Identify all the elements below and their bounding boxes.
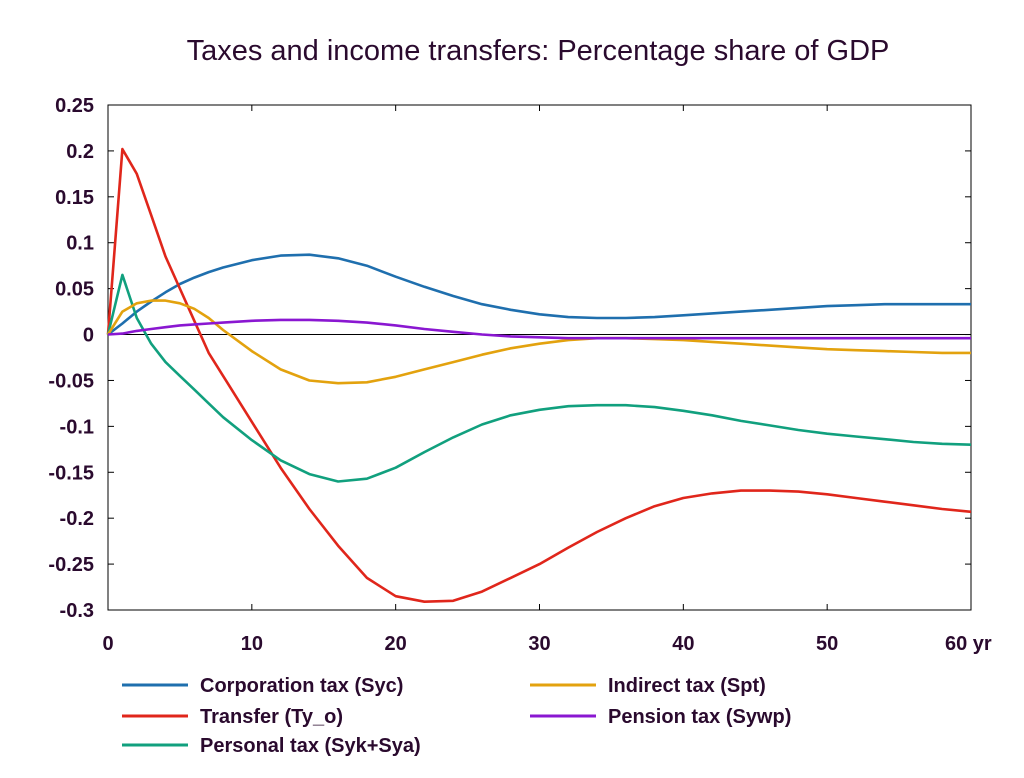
plot-frame	[107, 104, 972, 611]
x-tick-label: 20	[385, 633, 407, 655]
y-tick-label: -0.15	[48, 462, 94, 484]
plot-area: 0.25 0.2 0.15 0.1 0.05 0 -0.05 -0.1 -0.15 -0.2 -0.…	[48, 95, 992, 655]
series-line-1	[106, 147, 972, 604]
legend-label-2: Personal tax (Syk+Sya)	[200, 735, 421, 757]
series-line-2	[106, 273, 972, 483]
y-tick-label: 0.1	[66, 233, 94, 255]
chart-title: Taxes and income transfers: Percentage s…	[187, 35, 890, 67]
y-tick-label: -0.3	[60, 600, 94, 622]
y-tick-label: 0.05	[55, 279, 94, 301]
y-tick-label: 0	[83, 325, 94, 347]
x-tick-label: 30	[528, 633, 550, 655]
y-tick-label: 0.25	[55, 95, 94, 117]
y-tick-label: 0.15	[55, 187, 94, 209]
x-tick-label: 0	[102, 633, 113, 655]
x-tick-label: 10	[241, 633, 263, 655]
x-tick-label: 40	[672, 633, 694, 655]
series-line-0	[107, 253, 971, 336]
series-line-3	[106, 299, 971, 385]
y-tick-label: -0.2	[60, 508, 94, 530]
legend: Corporation tax (Syc) Transfer (Ty_o) Pers…	[122, 675, 791, 757]
x-tick-label: 50	[816, 633, 838, 655]
legend-label-4: Pension tax (Sywp)	[608, 706, 791, 728]
y-tick-label: -0.25	[48, 554, 94, 576]
legend-label-1: Transfer (Ty_o)	[200, 706, 343, 728]
y-tick-label: -0.05	[48, 370, 94, 392]
y-tick-label: 0.2	[66, 141, 94, 163]
legend-label-3: Indirect tax (Spt)	[608, 675, 766, 697]
legend-label-0: Corporation tax (Syc)	[200, 675, 403, 697]
x-tick-label: 60 yr	[945, 633, 992, 655]
series-line-4	[107, 318, 971, 340]
y-tick-label: -0.1	[60, 416, 94, 438]
